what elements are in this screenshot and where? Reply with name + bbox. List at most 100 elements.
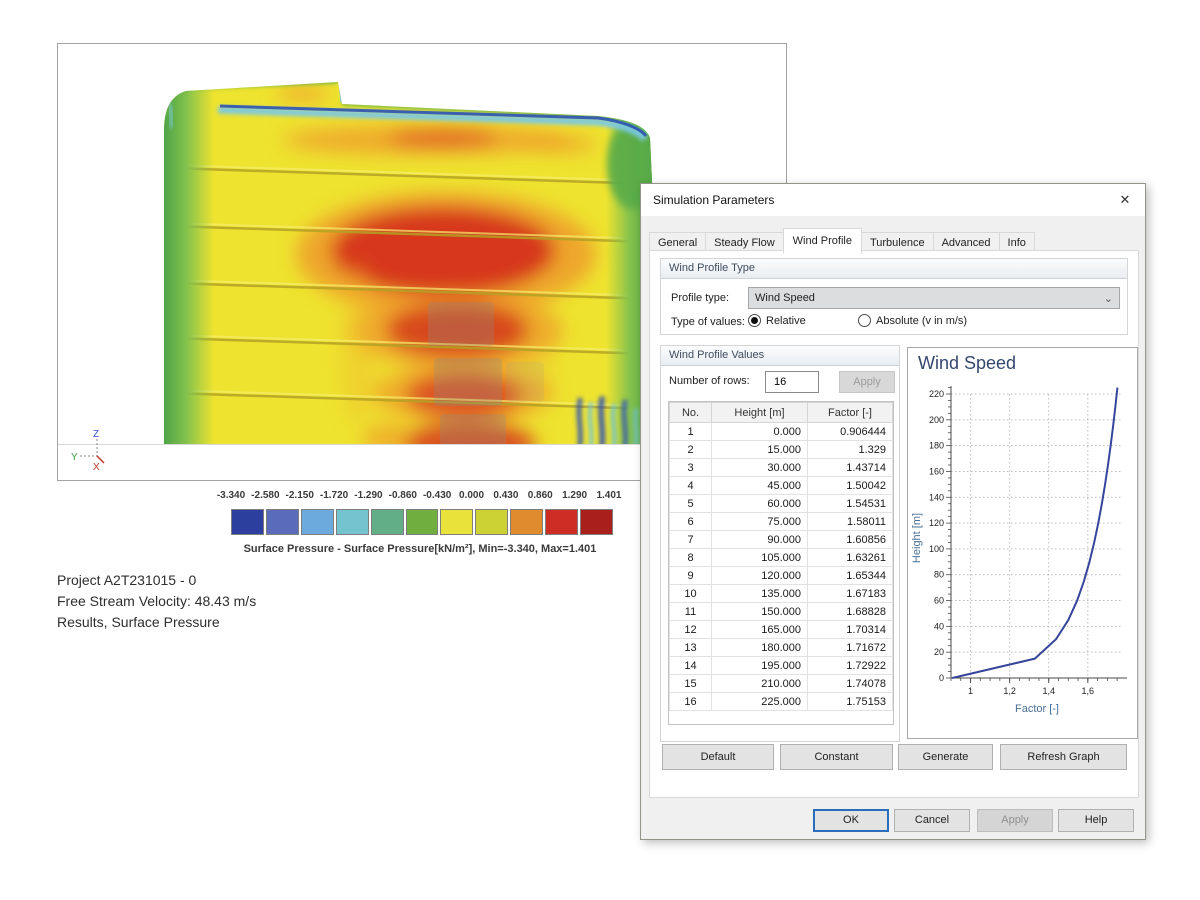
table-cell[interactable]: 150.000 [711,602,808,621]
svg-text:1: 1 [968,686,973,696]
svg-text:140: 140 [929,492,944,502]
radio-absolute[interactable]: Absolute (v in m/s) [858,314,967,327]
table-cell[interactable]: 16 [669,692,712,711]
close-icon[interactable]: ✕ [1119,192,1131,207]
table-cell[interactable]: 30.000 [711,458,808,477]
type-of-values-label: Type of values: [671,316,745,328]
axis-z-label: Z [93,429,99,440]
table-cell[interactable]: 165.000 [711,620,808,639]
help-button[interactable]: Help [1058,809,1134,832]
table-row: 2 15.000 1.329 [669,440,893,459]
table-cell[interactable]: 1.54531 [807,494,893,513]
profile-type-dropdown[interactable]: Wind Speed ⌄ [748,287,1120,309]
table-cell[interactable]: 90.000 [711,530,808,549]
chart-ylabel: Height [m] [911,513,923,563]
legend-tick-label: -2.150 [285,490,314,501]
dialog-titlebar[interactable]: Simulation Parameters ✕ [641,184,1145,216]
table-cell[interactable]: 120.000 [711,566,808,585]
tab-wind-profile[interactable]: Wind Profile [782,228,862,254]
table-cell[interactable]: 75.000 [711,512,808,531]
table-cell[interactable]: 1.329 [807,440,893,459]
table-cell[interactable]: 5 [669,494,712,513]
number-of-rows-label: Number of rows: [669,375,750,387]
table-cell[interactable]: 135.000 [711,584,808,603]
table-cell[interactable]: 180.000 [711,638,808,657]
table-cell[interactable]: 1.58011 [807,512,893,531]
legend-tick-label: 0.430 [493,490,519,501]
legend-tick-labels: -3.340 -2.580 -2.150 -1.720 -1.290 -0.860 -0.4… [214,490,626,501]
wind-speed-chart: 0 20 40 60 80 100 120 140 160 180 200 220 1 1,2 1,4 1,6… [911,386,1127,715]
table-cell[interactable]: 15 [669,674,712,693]
legend-tick-label: -2.580 [251,490,280,501]
tab-strip: General Steady Flow Wind Profile Turbule… [649,228,1035,254]
cancel-button[interactable]: Cancel [894,809,970,832]
table-cell[interactable]: 1.50042 [807,476,893,495]
table-cell[interactable]: 1.71672 [807,638,893,657]
table-cell[interactable]: 1.74078 [807,674,893,693]
apply-rows-button[interactable]: Apply [839,371,895,393]
legend-tick-label: 0.000 [459,490,485,501]
generate-button[interactable]: Generate [898,744,993,770]
svg-text:40: 40 [934,621,944,631]
table-cell[interactable]: 7 [669,530,712,549]
table-row: 1 0.000 0.906444 [669,422,893,441]
refresh-graph-button[interactable]: Refresh Graph [1000,744,1127,770]
tab-steady-flow[interactable]: Steady Flow [705,232,784,254]
radio-absolute-icon[interactable] [858,314,871,327]
table-cell[interactable]: 4 [669,476,712,495]
table-cell[interactable]: 1.68828 [807,602,893,621]
legend-tick-label: -0.860 [388,490,417,501]
table-cell[interactable]: 11 [669,602,712,621]
table-cell[interactable]: 10 [669,584,712,603]
table-cell[interactable]: 1.67183 [807,584,893,603]
table-cell[interactable]: 1.72922 [807,656,893,675]
tab-general[interactable]: General [649,232,707,254]
table-cell[interactable]: 15.000 [711,440,808,459]
legend-swatch [335,509,369,535]
svg-text:1,2: 1,2 [1003,686,1016,696]
table-cell[interactable]: 1 [669,422,712,441]
radio-relative-icon[interactable] [748,314,761,327]
project-info-line1: Project A2T231015 - 0 [57,572,197,588]
table-cell[interactable]: 1.65344 [807,566,893,585]
table-cell[interactable]: 13 [669,638,712,657]
default-button[interactable]: Default [662,744,774,770]
wind-profile-table[interactable]: No. Height [m] Factor [-] 1 0.000 0.906444 2 1… [668,401,894,725]
legend-tick-label: -0.430 [422,490,452,501]
number-of-rows-input[interactable] [765,371,819,393]
ok-button[interactable]: OK [813,809,889,832]
table-cell[interactable]: 1.60856 [807,530,893,549]
table-cell[interactable]: 60.000 [711,494,808,513]
table-cell[interactable]: 45.000 [711,476,808,495]
table-cell[interactable]: 105.000 [711,548,808,567]
table-cell[interactable]: 210.000 [711,674,808,693]
table-header-row: No. Height [m] Factor [-] [669,402,893,423]
table-cell[interactable]: 6 [669,512,712,531]
table-cell[interactable]: 8 [669,548,712,567]
legend-tick-label: 1.401 [596,490,622,501]
table-cell[interactable]: 0.000 [711,422,808,441]
apply-button[interactable]: Apply [977,809,1053,832]
table-cell[interactable]: 9 [669,566,712,585]
table-cell[interactable]: 14 [669,656,712,675]
group-title: Wind Profile Type [661,259,1127,279]
table-cell[interactable]: 3 [669,458,712,477]
table-cell[interactable]: 1.63261 [807,548,893,567]
pressure-visualization-3d[interactable] [58,44,786,445]
wind-profile-values-group: Wind Profile Values Number of rows: Appl… [660,345,900,742]
wind-speed-chart-panel: Wind Speed 0 20 40 60 80 100 120 140 160 180 200 22… [907,347,1138,739]
table-cell[interactable]: 225.000 [711,692,808,711]
table-cell[interactable]: 12 [669,620,712,639]
table-cell[interactable]: 1.70314 [807,620,893,639]
table-row: 14 195.000 1.72922 [669,656,893,675]
table-cell[interactable]: 1.75153 [807,692,893,711]
axis-triad: Z Y X [71,429,105,472]
axis-y-label: Y [71,452,78,463]
table-cell[interactable]: 0.906444 [807,422,893,441]
table-cell[interactable]: 2 [669,440,712,459]
tab-turbulence[interactable]: Turbulence [860,232,934,254]
table-cell[interactable]: 1.43714 [807,458,893,477]
table-cell[interactable]: 195.000 [711,656,808,675]
radio-relative[interactable]: Relative [748,314,806,327]
constant-button[interactable]: Constant [780,744,893,770]
